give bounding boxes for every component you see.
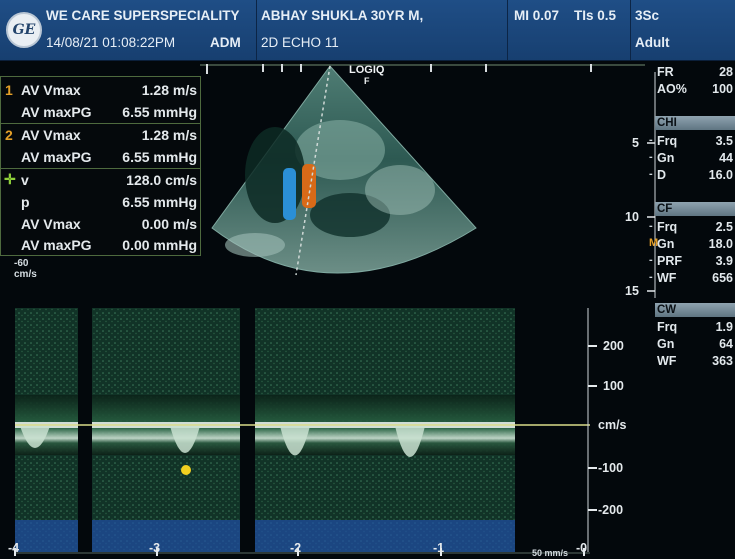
time-label: -2 <box>290 541 301 555</box>
param-cw-gn: Gn 64 <box>641 337 735 353</box>
crosshair-cursor-icon: ✛ <box>4 171 16 188</box>
velocity-label: 200 <box>603 339 624 353</box>
param-cf-prf: - PRF 3.9 <box>641 254 735 270</box>
measurement-row[interactable]: 1 AV Vmax 1.28 m/s <box>1 79 200 101</box>
doppler-spectrum <box>15 308 590 552</box>
param-cw-frq: Frq 1.9 <box>641 320 735 336</box>
measurement-row[interactable]: 2 AV Vmax 1.28 m/s <box>1 124 200 146</box>
depth-tick-strip <box>200 64 645 74</box>
color-scale-unit: cm/s <box>14 269 37 280</box>
velocity-scale-ticks <box>588 308 597 552</box>
cf-section-header[interactable]: CF <box>655 202 735 216</box>
time-label: -4 <box>8 541 19 555</box>
measurement-panel: 1 AV Vmax 1.28 m/s AV maxPG 6.55 mmHg 2 … <box>0 76 201 256</box>
velocity-caliper[interactable] <box>181 465 191 475</box>
param-chi-gn: - Gn 44 <box>641 151 735 167</box>
param-cf-wf: - WF 656 <box>641 271 735 287</box>
measurement-row[interactable]: ✛ v 128.0 cm/s <box>1 169 200 191</box>
time-label: -1 <box>433 541 444 555</box>
logiq-brand-sub: F <box>364 76 370 86</box>
time-label: -0 <box>576 541 587 555</box>
measurement-row[interactable]: AV maxPG 0.00 mmHg <box>1 234 200 256</box>
chi-section-header[interactable]: CHI <box>655 116 735 130</box>
measurement-row[interactable]: AV maxPG 6.55 mmHg <box>1 146 200 168</box>
color-flow-blue <box>283 168 296 220</box>
param-cw-wf: WF 363 <box>641 354 735 370</box>
measurement-row[interactable]: AV maxPG 6.55 mmHg <box>1 101 200 123</box>
param-chi-frq: - Frq 3.5 <box>641 134 735 150</box>
cw-section-header[interactable]: CW <box>655 303 735 317</box>
time-label: -3 <box>149 541 160 555</box>
param-cf-frq: - Frq 2.5 <box>641 220 735 236</box>
color-scale-top: -60 <box>14 258 28 269</box>
velocity-unit-label: cm/s <box>598 418 627 432</box>
depth-label: 15 <box>625 284 639 298</box>
param-chi-d: - D 16.0 <box>641 168 735 184</box>
velocity-label: -200 <box>598 503 623 517</box>
echo-sector-image <box>212 66 476 275</box>
param-fr: FR 28 <box>641 65 735 81</box>
color-flow-orange <box>302 164 316 208</box>
velocity-label: 100 <box>603 379 624 393</box>
logiq-brand: LOGIQ <box>349 64 384 76</box>
velocity-label: -100 <box>598 461 623 475</box>
measurement-row[interactable]: AV Vmax 0.00 m/s <box>1 213 200 235</box>
depth-label: 10 <box>625 210 639 224</box>
depth-label: 5 <box>632 136 639 150</box>
param-ao: AO% 100 <box>641 82 735 98</box>
measurement-row[interactable]: p 6.55 mmHg <box>1 191 200 213</box>
sweep-speed: 50 mm/s <box>532 548 568 558</box>
param-cf-gn: M Gn 18.0 <box>641 237 735 253</box>
